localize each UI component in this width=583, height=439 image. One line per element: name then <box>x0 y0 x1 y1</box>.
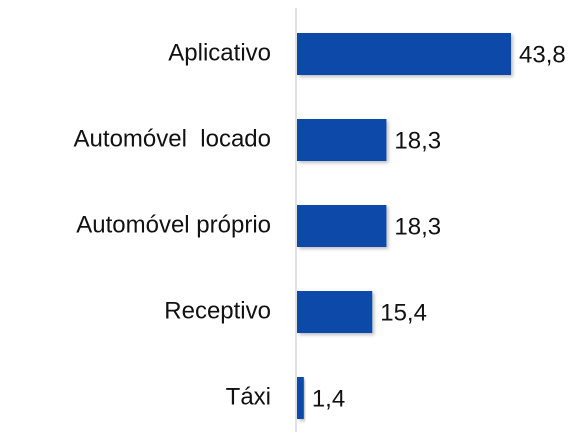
category-label: Automóvel locado <box>74 125 271 152</box>
bar <box>297 119 387 161</box>
bar <box>297 377 304 419</box>
bar <box>297 291 373 333</box>
category-label: Automóvel próprio <box>76 211 271 238</box>
value-label: 1,4 <box>312 385 345 412</box>
value-label: 15,4 <box>380 299 427 326</box>
category-label: Receptivo <box>164 297 271 324</box>
value-label: 18,3 <box>394 127 441 154</box>
value-label: 43,8 <box>519 41 566 68</box>
category-label: Aplicativo <box>168 39 271 66</box>
value-label: 18,3 <box>394 213 441 240</box>
bar <box>297 205 387 247</box>
bar <box>297 33 511 75</box>
category-label: Táxi <box>226 383 271 410</box>
